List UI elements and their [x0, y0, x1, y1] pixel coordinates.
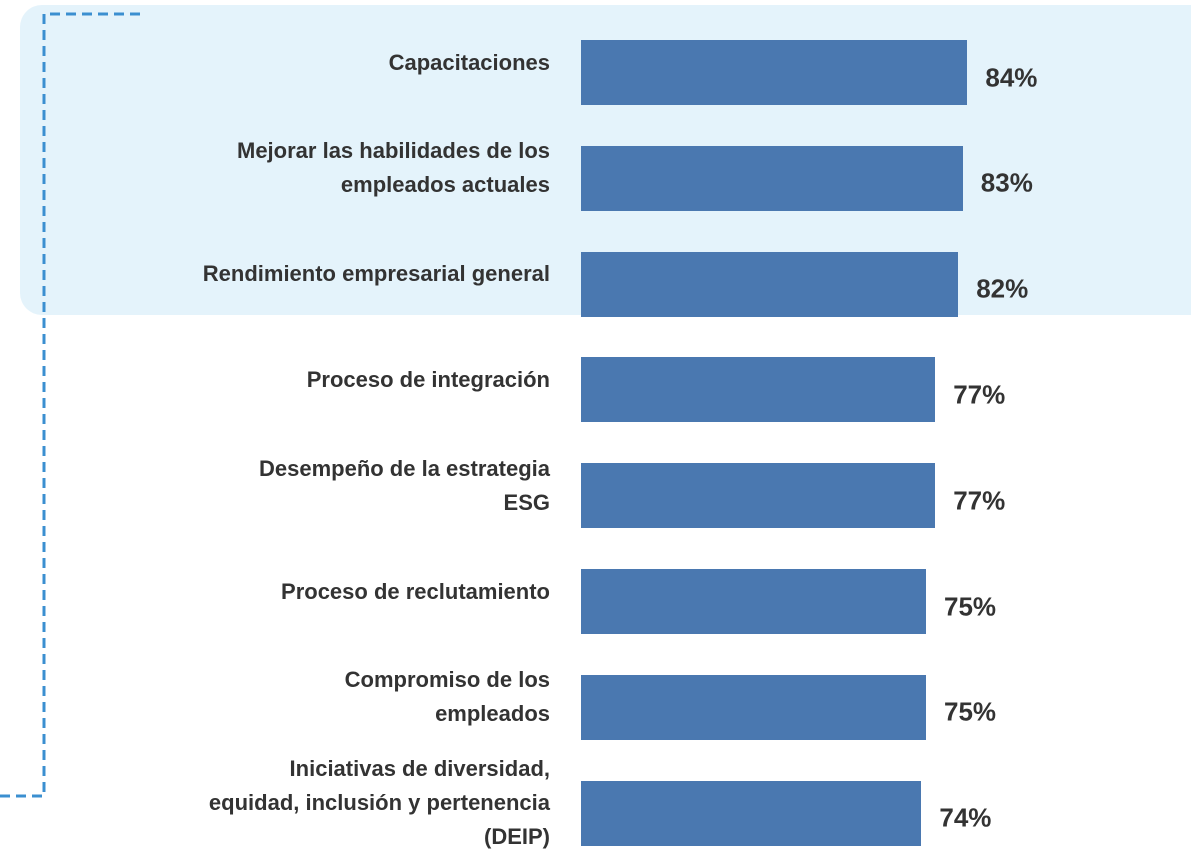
- category-label: Desempeño de la estrategia ESG: [258, 455, 550, 515]
- bar: [581, 40, 968, 105]
- value-label: 83%: [980, 167, 1033, 198]
- value-label: 75%: [944, 591, 997, 621]
- bar: [581, 251, 959, 317]
- category-label: Rendimiento empresarial general: [202, 261, 550, 287]
- bar: [581, 463, 936, 529]
- bar: [581, 674, 926, 740]
- bar: [581, 569, 926, 634]
- value-label: 84%: [985, 62, 1038, 92]
- category-label: Proceso de integración: [306, 366, 550, 392]
- value-label: 75%: [944, 696, 997, 727]
- category-label: Compromiso de los empleados: [344, 667, 550, 727]
- bar: [581, 357, 936, 423]
- dashed-bracket: [0, 12, 140, 798]
- value-label: 82%: [976, 273, 1029, 304]
- value-label: 77%: [953, 485, 1006, 516]
- value-label: 74%: [939, 802, 992, 833]
- category-label: Mejorar las habilidades de los empleados…: [237, 138, 550, 198]
- bar: [581, 780, 922, 846]
- category-label: Proceso de reclutamiento: [281, 578, 550, 604]
- bar: [581, 145, 963, 211]
- category-label: Capacitaciones: [388, 49, 550, 75]
- value-label: 77%: [953, 379, 1006, 410]
- category-label: Iniciativas de diversidad, equidad, incl…: [208, 756, 550, 850]
